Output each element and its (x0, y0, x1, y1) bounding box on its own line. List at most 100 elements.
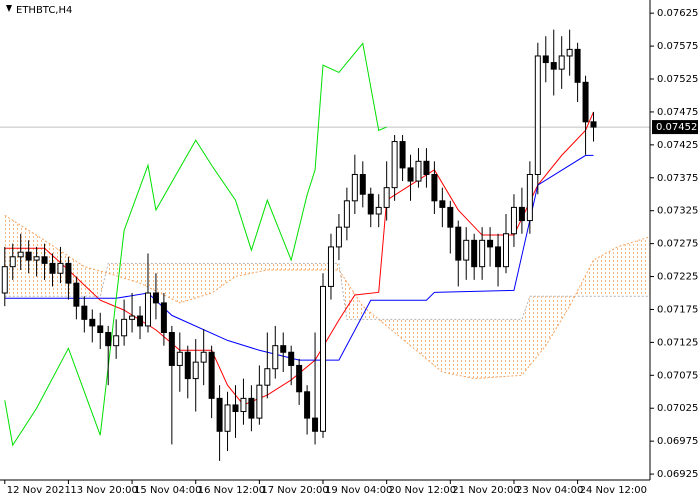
candle-body (518, 206, 525, 222)
candle-body (160, 302, 167, 334)
candle-body (550, 62, 557, 70)
x-tick-label: 17 Nov 20:00 (261, 485, 328, 496)
y-tick-label: 0.07475 (657, 107, 698, 118)
candle-body (542, 55, 549, 64)
candle-body (558, 55, 565, 70)
candle-body (534, 55, 541, 175)
candle-body (359, 173, 366, 195)
x-tick-label: 13 Nov 20:00 (70, 485, 137, 496)
candle-body (304, 391, 311, 419)
candle-body (415, 160, 422, 182)
candle-body (383, 187, 390, 208)
candle-body (105, 332, 112, 347)
last-price-box (652, 120, 698, 135)
candle-body (25, 251, 32, 261)
cloud-span-b (4, 262, 650, 320)
candle-body (574, 48, 581, 83)
candle-body (256, 384, 263, 419)
candle-body (81, 305, 88, 320)
y-tick-label: 0.07625 (657, 8, 698, 19)
candle-body (399, 141, 406, 169)
candle-body (224, 404, 231, 432)
candle-body (121, 318, 128, 337)
candle-body (296, 364, 303, 393)
candle-body (168, 332, 175, 366)
x-tick-label: 16 Nov 12:00 (198, 485, 265, 496)
candle-body (9, 256, 16, 268)
candle-body (49, 262, 56, 274)
candle-body (495, 246, 502, 268)
candle-body (144, 292, 151, 327)
candle-body (407, 167, 414, 182)
candle-body (216, 397, 223, 432)
indicator-line (4, 42, 387, 447)
candle-body (312, 417, 319, 432)
candle-body (65, 262, 72, 284)
cloud-fill (4, 215, 650, 379)
candle-body (471, 239, 478, 268)
candle-body (57, 262, 64, 274)
x-tick-label: 24 Nov 12:00 (580, 485, 647, 496)
candle-body (97, 325, 104, 334)
candle-body (208, 351, 215, 399)
candle-body (137, 315, 144, 327)
x-tick-label: 19 Nov 04:00 (325, 485, 392, 496)
y-tick-label: 0.07175 (657, 304, 698, 315)
candle-body (89, 318, 96, 327)
candle-body (351, 173, 358, 202)
last-price-label: 0.07452 (656, 122, 697, 133)
y-tick-label: 0.07425 (657, 140, 698, 151)
candle-body (288, 351, 295, 366)
candle-body (463, 239, 470, 261)
y-tick-label: 0.07525 (657, 74, 698, 85)
y-tick-label: 0.07225 (657, 272, 698, 283)
candle-body (439, 200, 446, 208)
candle-body (582, 81, 589, 123)
candle-body (1, 266, 8, 294)
candle-body (176, 351, 183, 366)
candle-body (431, 173, 438, 202)
candle-body (113, 335, 120, 347)
y-tick-label: 0.07325 (657, 206, 698, 217)
y-tick-label: 0.07375 (657, 173, 698, 184)
y-tick-label: 0.07025 (657, 403, 698, 414)
x-tick-label: 15 Nov 04:00 (134, 485, 201, 496)
y-tick-label: 0.07075 (657, 370, 698, 381)
candle-body (510, 206, 517, 235)
candle-body (343, 200, 350, 228)
y-tick-label: 0.06925 (657, 469, 698, 480)
candle-body (487, 239, 494, 248)
x-tick-label: 12 Nov 2021 (7, 485, 71, 496)
x-tick-label: 23 Nov 04:00 (516, 485, 583, 496)
candle-body (240, 397, 247, 413)
candle-body (502, 233, 509, 268)
candle-body (447, 206, 454, 228)
y-tick-label: 0.06975 (657, 436, 698, 447)
candle-body (129, 315, 136, 320)
candle-body (152, 292, 159, 304)
candle-body (455, 226, 462, 261)
candle-body (367, 193, 374, 215)
candle-body (280, 345, 287, 353)
candle-body (479, 239, 486, 268)
y-tick-label: 0.07275 (657, 239, 698, 250)
candle-body (33, 256, 40, 261)
symbol-icon (6, 5, 12, 12)
candle-body (192, 361, 199, 380)
candle-body (335, 226, 342, 248)
candle-body (41, 256, 48, 264)
candle-body (17, 251, 24, 258)
candle-body (526, 173, 533, 222)
candle-body (375, 206, 382, 215)
plot-area (0, 29, 650, 461)
candle-body (320, 285, 327, 432)
x-tick-label: 21 Nov 20:00 (452, 485, 519, 496)
candle-body (423, 160, 430, 175)
y-tick-label: 0.07575 (657, 41, 698, 52)
candle-body (272, 345, 279, 370)
candle-body (73, 282, 80, 307)
candle-body (327, 246, 334, 287)
candle-body (248, 397, 255, 419)
